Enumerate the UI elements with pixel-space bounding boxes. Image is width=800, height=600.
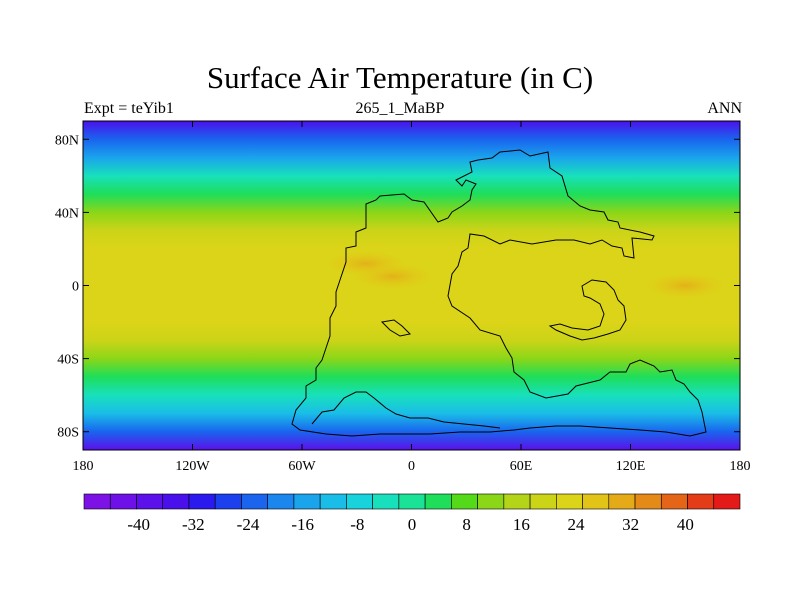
colorbar-swatch — [477, 493, 505, 510]
lon-tick-label: 180 — [730, 459, 751, 474]
colorbar-label: -24 — [237, 515, 260, 534]
lon-tick-label: 60E — [510, 459, 533, 474]
lat-tick-label: 40S — [57, 353, 79, 368]
colorbar-swatch — [136, 493, 164, 510]
colorbar-swatch — [660, 493, 688, 510]
colorbar-label: -40 — [127, 515, 150, 534]
colorbar-swatch — [582, 493, 610, 510]
lon-tick-label: 60W — [288, 459, 316, 474]
colorbar-swatch — [214, 493, 242, 510]
colorbar-label: 8 — [462, 515, 471, 534]
warm-patch-layer — [327, 251, 724, 298]
colorbar-label: -16 — [291, 515, 314, 534]
lon-tick-label: 0 — [408, 459, 415, 474]
warm-patch — [647, 273, 724, 298]
longitude-axis: 180 120W 60W 0 60E 120E 180 — [73, 121, 751, 474]
colorbar-swatch — [556, 493, 583, 510]
lat-tick-label: 40N — [55, 206, 79, 221]
lon-tick-label: 120W — [175, 459, 210, 474]
inland-sea-outline — [548, 279, 627, 341]
colorbar-swatch — [188, 493, 216, 510]
colorbar-swatch — [503, 493, 531, 510]
lat-tick-label: 80S — [57, 426, 79, 441]
warm-patch — [327, 251, 404, 276]
southern-basin-outline — [311, 391, 501, 429]
lon-tick-label: 180 — [73, 459, 94, 474]
colorbar-swatch — [529, 493, 557, 510]
colorbar-swatch — [687, 493, 715, 510]
colorbar-swatch — [608, 493, 636, 510]
colorbar-swatch — [162, 493, 190, 510]
colorbar-swatch — [241, 493, 268, 510]
time-label: 265_1_MaBP — [355, 100, 445, 117]
lat-tick-label: 0 — [72, 280, 79, 295]
island-outline — [380, 319, 412, 337]
colorbar-swatch — [372, 493, 400, 510]
colorbar-swatch — [109, 493, 137, 510]
colorbar-label: 0 — [408, 515, 417, 534]
colorbar-swatch — [346, 493, 373, 510]
colorbar-swatch — [713, 493, 741, 510]
lat-tick-label: 80N — [55, 133, 79, 148]
colorbar-label: -8 — [350, 515, 364, 534]
map-title: Surface Air Temperature (in C) — [206, 60, 594, 95]
colorbar-swatch — [451, 493, 478, 510]
experiment-label: Expt = teYib1 — [84, 100, 174, 117]
latitude-axis: 80N 40N 0 40S 80S — [55, 133, 740, 441]
colorbar-swatch — [398, 493, 426, 510]
colorbar-swatch — [293, 493, 321, 510]
colorbar-label: 24 — [568, 515, 586, 534]
lon-tick-label: 120E — [616, 459, 646, 474]
colorbar-swatch — [267, 493, 295, 510]
colorbar-swatch — [83, 493, 111, 510]
colorbar-label: 40 — [677, 515, 694, 534]
colorbar-label: 16 — [513, 515, 530, 534]
colorbar-swatch — [634, 493, 662, 510]
colorbar-swatch — [424, 493, 452, 510]
colorbar-label: -32 — [182, 515, 205, 534]
colorbar-label: 32 — [622, 515, 639, 534]
colorbar-swatch — [319, 493, 347, 510]
season-label: ANN — [707, 100, 742, 117]
continent-outline — [291, 149, 707, 437]
colorbar-legend: -40 -32 -24 -16 -8 0 8 16 24 32 40 — [83, 493, 741, 534]
